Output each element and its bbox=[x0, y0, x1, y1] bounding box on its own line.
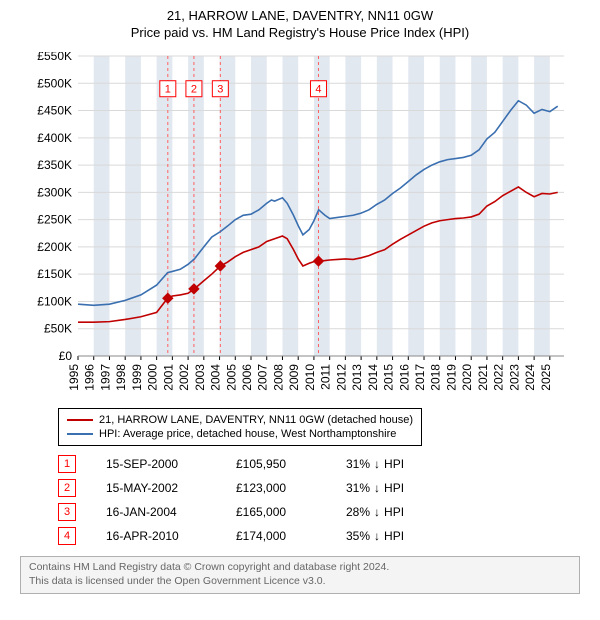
svg-text:2012: 2012 bbox=[334, 363, 348, 390]
svg-text:2011: 2011 bbox=[319, 363, 333, 389]
sale-hpi: 31% ↓ HPI bbox=[346, 457, 404, 471]
svg-text:2001: 2001 bbox=[161, 363, 175, 390]
down-arrow-icon: ↓ bbox=[374, 505, 380, 519]
svg-text:£450K: £450K bbox=[37, 103, 72, 117]
svg-text:2009: 2009 bbox=[287, 363, 301, 390]
table-row: 2 15-MAY-2002 £123,000 31% ↓ HPI bbox=[58, 476, 580, 500]
svg-text:2005: 2005 bbox=[224, 363, 238, 390]
marker-box-icon: 3 bbox=[58, 503, 76, 521]
svg-text:£100K: £100K bbox=[37, 294, 72, 308]
svg-text:£150K: £150K bbox=[37, 267, 72, 281]
svg-text:1: 1 bbox=[165, 84, 171, 96]
title-line2: Price paid vs. HM Land Registry's House … bbox=[10, 25, 590, 42]
svg-text:2007: 2007 bbox=[256, 363, 270, 390]
sale-price: £123,000 bbox=[236, 481, 316, 495]
sale-date: 15-MAY-2002 bbox=[106, 481, 206, 495]
svg-text:2002: 2002 bbox=[177, 363, 191, 390]
legend-swatch-red bbox=[67, 419, 93, 421]
svg-text:1998: 1998 bbox=[114, 363, 128, 390]
svg-text:2024: 2024 bbox=[523, 363, 537, 390]
svg-text:2: 2 bbox=[191, 84, 197, 96]
marker-box-icon: 4 bbox=[58, 527, 76, 545]
legend-text-red: 21, HARROW LANE, DAVENTRY, NN11 0GW (det… bbox=[99, 413, 413, 427]
svg-text:2019: 2019 bbox=[444, 363, 458, 390]
svg-text:£350K: £350K bbox=[37, 158, 72, 172]
legend: 21, HARROW LANE, DAVENTRY, NN11 0GW (det… bbox=[58, 408, 422, 447]
svg-text:2016: 2016 bbox=[397, 363, 411, 390]
footer-line1: Contains HM Land Registry data © Crown c… bbox=[29, 561, 571, 575]
svg-text:£550K: £550K bbox=[37, 52, 72, 63]
svg-text:2000: 2000 bbox=[146, 363, 160, 390]
legend-swatch-blue bbox=[67, 433, 93, 435]
svg-text:2013: 2013 bbox=[350, 363, 364, 390]
svg-text:2017: 2017 bbox=[413, 363, 427, 390]
down-arrow-icon: ↓ bbox=[374, 457, 380, 471]
svg-text:1996: 1996 bbox=[83, 363, 97, 390]
legend-text-blue: HPI: Average price, detached house, West… bbox=[99, 427, 396, 441]
table-row: 3 16-JAN-2004 £165,000 28% ↓ HPI bbox=[58, 500, 580, 524]
svg-text:1999: 1999 bbox=[130, 363, 144, 390]
svg-text:2004: 2004 bbox=[209, 363, 223, 390]
footer: Contains HM Land Registry data © Crown c… bbox=[20, 556, 580, 593]
svg-text:£250K: £250K bbox=[37, 212, 72, 226]
title-line1: 21, HARROW LANE, DAVENTRY, NN11 0GW bbox=[10, 8, 590, 25]
svg-text:£500K: £500K bbox=[37, 76, 72, 90]
svg-text:2020: 2020 bbox=[460, 363, 474, 390]
sale-date: 15-SEP-2000 bbox=[106, 457, 206, 471]
svg-text:2023: 2023 bbox=[507, 363, 521, 390]
svg-text:2003: 2003 bbox=[193, 363, 207, 390]
svg-text:1995: 1995 bbox=[67, 363, 81, 390]
svg-text:2008: 2008 bbox=[271, 363, 285, 390]
marker-box-icon: 2 bbox=[58, 479, 76, 497]
sale-hpi: 31% ↓ HPI bbox=[346, 481, 404, 495]
table-row: 1 15-SEP-2000 £105,950 31% ↓ HPI bbox=[58, 452, 580, 476]
svg-text:2022: 2022 bbox=[492, 363, 506, 390]
svg-text:2006: 2006 bbox=[240, 363, 254, 390]
svg-text:2010: 2010 bbox=[303, 363, 317, 390]
svg-text:£50K: £50K bbox=[44, 322, 72, 336]
sale-price: £165,000 bbox=[236, 505, 316, 519]
sale-hpi: 28% ↓ HPI bbox=[346, 505, 404, 519]
table-row: 4 16-APR-2010 £174,000 35% ↓ HPI bbox=[58, 524, 580, 548]
footer-line2: This data is licensed under the Open Gov… bbox=[29, 575, 571, 589]
sales-table: 1 15-SEP-2000 £105,950 31% ↓ HPI 2 15-MAY-200… bbox=[58, 452, 580, 548]
chart-title: 21, HARROW LANE, DAVENTRY, NN11 0GW Pric… bbox=[10, 8, 590, 42]
chart-area: £0 £50K £100K £150K £200K £250K £300K £350K £400… bbox=[30, 52, 570, 404]
svg-text:1997: 1997 bbox=[98, 363, 112, 390]
svg-text:£400K: £400K bbox=[37, 131, 72, 145]
svg-text:2018: 2018 bbox=[429, 363, 443, 390]
svg-text:£300K: £300K bbox=[37, 185, 72, 199]
sale-date: 16-JAN-2004 bbox=[106, 505, 206, 519]
marker-box-icon: 1 bbox=[58, 455, 76, 473]
legend-row-red: 21, HARROW LANE, DAVENTRY, NN11 0GW (det… bbox=[67, 413, 413, 427]
sale-hpi: 35% ↓ HPI bbox=[346, 529, 404, 543]
sale-price: £174,000 bbox=[236, 529, 316, 543]
svg-text:2025: 2025 bbox=[539, 363, 553, 390]
down-arrow-icon: ↓ bbox=[374, 481, 380, 495]
sale-price: £105,950 bbox=[236, 457, 316, 471]
svg-text:£200K: £200K bbox=[37, 240, 72, 254]
svg-text:£0: £0 bbox=[59, 349, 73, 363]
svg-text:2015: 2015 bbox=[382, 363, 396, 390]
svg-text:3: 3 bbox=[217, 84, 223, 96]
svg-text:2021: 2021 bbox=[476, 363, 490, 390]
svg-text:4: 4 bbox=[315, 84, 321, 96]
down-arrow-icon: ↓ bbox=[374, 529, 380, 543]
svg-text:2014: 2014 bbox=[366, 363, 380, 390]
sale-date: 16-APR-2010 bbox=[106, 529, 206, 543]
legend-row-blue: HPI: Average price, detached house, West… bbox=[67, 427, 413, 441]
